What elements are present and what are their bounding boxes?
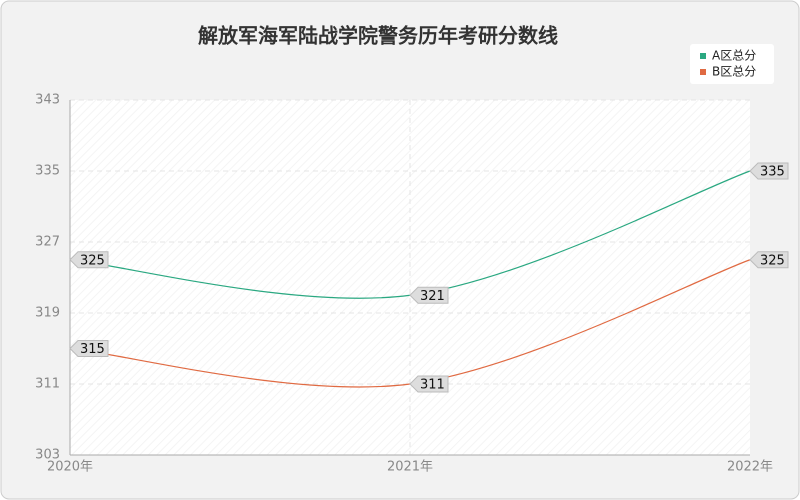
label-tag [69, 340, 109, 357]
x-tick-label: 2021年 [387, 460, 433, 475]
data-label: 325 [760, 253, 785, 268]
data-label: 315 [80, 342, 105, 357]
label-tag [749, 251, 789, 269]
legend-swatch [700, 53, 706, 59]
legend-label: B区总分 [712, 65, 756, 79]
y-tick-label: 343 [35, 93, 60, 108]
y-tick-label: 335 [35, 164, 60, 179]
data-label: 325 [80, 253, 105, 268]
y-tick-label: 327 [35, 235, 60, 250]
x-tick-label: 2022年 [727, 460, 773, 475]
data-label: 335 [760, 165, 785, 180]
y-tick-label: 303 [35, 448, 60, 463]
y-tick-label: 311 [35, 377, 60, 392]
x-tick-label: 2020年 [47, 460, 93, 475]
plot-area [70, 100, 750, 455]
data-label: 321 [420, 289, 445, 304]
label-tag [409, 286, 449, 304]
legend-label: A区总分 [712, 49, 756, 63]
legend-swatch [700, 69, 706, 75]
chart-title: 解放军海军陆战学院警务历年考研分数线 [198, 24, 558, 48]
label-tag [69, 251, 109, 269]
label-tag [749, 162, 789, 180]
data-label: 311 [420, 378, 445, 393]
legend [690, 44, 774, 84]
label-tag [409, 375, 449, 393]
y-tick-label: 319 [35, 306, 60, 321]
